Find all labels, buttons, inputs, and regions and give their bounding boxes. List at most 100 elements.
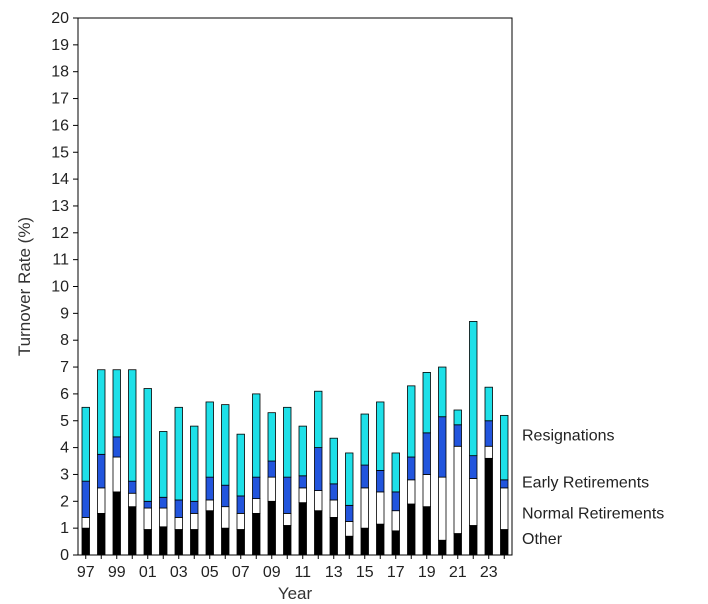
bar-segment-normal-retirements — [329, 499, 338, 518]
bar-segment-resignations — [469, 321, 478, 457]
bar-segment-early-retirements — [453, 424, 462, 447]
plot-border — [77, 17, 513, 556]
bar-segment-resignations — [500, 414, 509, 481]
bar-segment-resignations — [484, 386, 493, 422]
bar-segment-early-retirements — [97, 453, 106, 489]
y-tick-label: 9 — [60, 305, 69, 322]
bar-segment-early-retirements — [221, 484, 230, 508]
bar-segment-early-retirements — [143, 500, 152, 509]
y-tick-label: 16 — [51, 117, 69, 134]
bar-segment-normal-retirements — [112, 456, 121, 493]
bar-segment-other — [128, 506, 137, 556]
x-tick-label: 05 — [201, 564, 219, 581]
x-tick-label: 01 — [139, 564, 157, 581]
bar-segment-normal-retirements — [438, 476, 447, 541]
bar-segment-resignations — [391, 452, 400, 493]
bar-segment-resignations — [422, 372, 431, 434]
bar-segment-early-retirements — [407, 456, 416, 481]
bar-segment-other — [314, 510, 323, 556]
y-tick-label: 3 — [60, 466, 69, 483]
y-tick-label: 8 — [60, 332, 69, 349]
bar-segment-normal-retirements — [267, 476, 276, 502]
bar-segment-normal-retirements — [314, 490, 323, 512]
bar-segment-normal-retirements — [283, 512, 292, 526]
bar-segment-other — [298, 502, 307, 556]
bar-segment-normal-retirements — [159, 507, 168, 528]
bar-segment-early-retirements — [314, 447, 323, 491]
bar-segment-normal-retirements — [345, 521, 354, 537]
y-tick-label: 14 — [51, 171, 69, 188]
bar-segment-early-retirements — [360, 464, 369, 489]
bar-segment-early-retirements — [500, 479, 509, 489]
bar-segment-normal-retirements — [143, 507, 152, 530]
x-tick-label: 97 — [77, 564, 95, 581]
bar-segment-normal-retirements — [484, 445, 493, 459]
bar-segment-resignations — [112, 369, 121, 438]
x-tick-label: 99 — [108, 564, 126, 581]
bar-segment-other — [221, 527, 230, 556]
y-tick-label: 5 — [60, 413, 69, 430]
bar-segment-normal-retirements — [376, 491, 385, 525]
bar-segment-resignations — [221, 404, 230, 486]
bar-segment-normal-retirements — [391, 510, 400, 532]
x-tick-label: 07 — [232, 564, 250, 581]
x-axis-ticks: 97 99 01 03 05 07 09 11 13 15 17 19 21 23 — [77, 555, 505, 581]
bar-segment-early-retirements — [81, 480, 90, 518]
bar-segment-other — [159, 526, 168, 556]
x-tick-label: 15 — [356, 564, 374, 581]
bar-segment-resignations — [298, 425, 307, 477]
bar-segment-other — [236, 529, 245, 556]
bar-segment-early-retirements — [298, 475, 307, 489]
y-tick-label: 11 — [52, 252, 69, 269]
bar-segment-normal-retirements — [407, 479, 416, 505]
bar-segment-resignations — [453, 409, 462, 426]
bar-segment-other — [469, 525, 478, 556]
bar-segment-resignations — [267, 412, 276, 462]
bar-segment-other — [376, 523, 385, 556]
bar-segment-resignations — [438, 366, 447, 418]
bar-segment-normal-retirements — [81, 517, 90, 529]
bar-segment-other — [453, 533, 462, 556]
y-tick-label: 13 — [51, 198, 69, 215]
bar-segment-other — [112, 491, 121, 556]
bar-segment-normal-retirements — [298, 487, 307, 504]
bar-segment-early-retirements — [252, 476, 261, 500]
bar-segment-normal-retirements — [422, 474, 431, 508]
bar-segment-early-retirements — [159, 496, 168, 509]
bar-segment-resignations — [314, 390, 323, 449]
bar-segment-normal-retirements — [453, 445, 462, 534]
legend-entry-resignations: Resignations — [522, 428, 615, 445]
y-axis-label: Turnover Rate (%) — [15, 217, 34, 356]
bar-segment-normal-retirements — [469, 478, 478, 526]
bar-segment-early-retirements — [128, 480, 137, 494]
bar-segment-resignations — [283, 406, 292, 478]
bar-segment-resignations — [329, 437, 338, 485]
x-tick-label: 09 — [263, 564, 281, 581]
bar-segment-resignations — [174, 406, 183, 501]
bar-segment-other — [190, 529, 199, 556]
x-tick-label: 17 — [387, 564, 405, 581]
x-tick-label: 11 — [294, 564, 311, 581]
bar-segment-other — [143, 529, 152, 556]
bar-segment-early-retirements — [484, 420, 493, 447]
x-tick-label: 23 — [480, 564, 498, 581]
legend-entry-other: Other — [522, 531, 563, 548]
bar-segment-normal-retirements — [500, 487, 509, 530]
plot-frame — [77, 17, 513, 556]
bar-segment-early-retirements — [422, 432, 431, 475]
y-tick-label: 20 — [51, 10, 69, 27]
bar-segment-normal-retirements — [252, 498, 261, 514]
bar-segment-early-retirements — [190, 500, 199, 514]
bar-segment-resignations — [159, 431, 168, 498]
bar-segment-resignations — [236, 433, 245, 497]
bar-segment-early-retirements — [345, 504, 354, 522]
bar-segment-early-retirements — [469, 455, 478, 479]
bar-segment-normal-retirements — [97, 487, 106, 514]
bar-segment-resignations — [345, 452, 354, 506]
legend: Other Normal Retirements Early Retirements… — [522, 428, 664, 548]
bar-segment-early-retirements — [112, 436, 121, 458]
bar-segment-normal-retirements — [128, 492, 137, 508]
bar-segment-resignations — [360, 413, 369, 466]
y-tick-label: 18 — [51, 64, 69, 81]
